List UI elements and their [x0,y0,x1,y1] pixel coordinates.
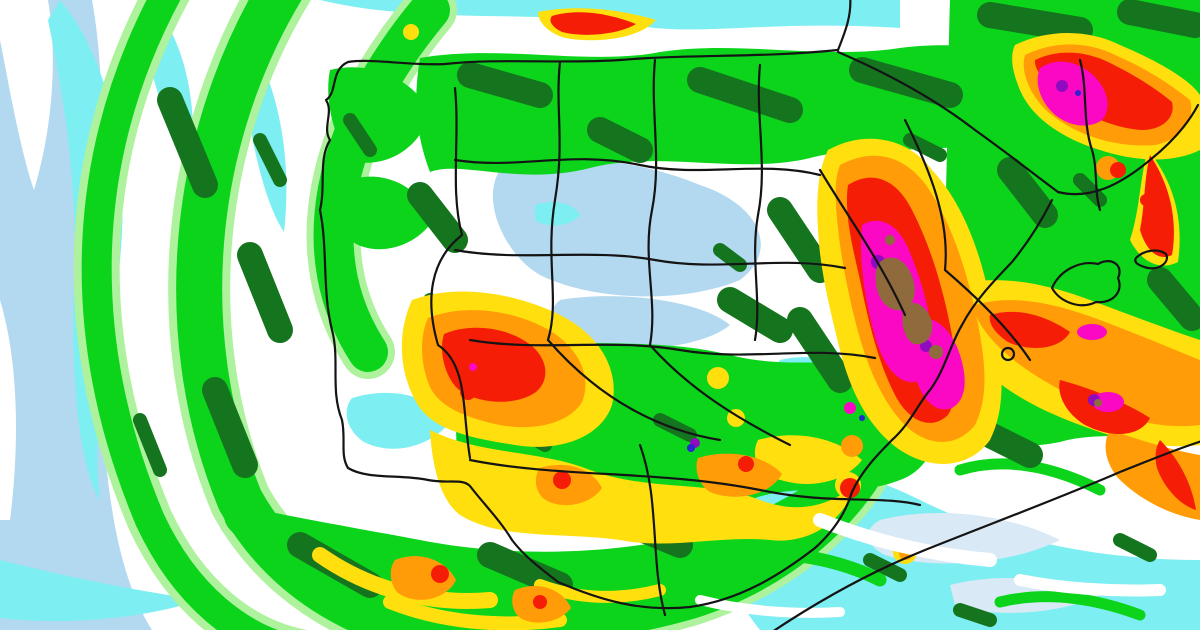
yellow-south-arc [430,430,855,544]
pyrenees-border [836,50,1060,194]
ibiza-outline [1000,346,1016,362]
blue-speck-1 [687,444,695,452]
red-dot-sw-3 [533,595,547,609]
province-border-5 [453,248,847,270]
magenta-balearic-1 [1077,324,1107,340]
layer-extreme-spots [687,90,1081,452]
red-dot-ne-2 [1140,194,1152,206]
spiral-arm-outer [81,0,279,630]
cyan-southwest-corner [0,560,200,621]
red-southwest-core [442,327,546,402]
yellow-link-band [754,435,862,484]
province-border-11 [638,443,667,617]
mallorca-outline [1050,260,1121,307]
dark-green-blobs-large [157,0,1200,598]
red-dot-sw-2 [431,565,449,583]
white-streak-topleft [0,0,53,190]
africa-coastline [773,440,1200,630]
sea-white-1 [813,513,997,567]
brown-cell-4 [885,235,895,245]
menorca-outline [1134,249,1168,270]
brown-cell-3 [929,345,943,359]
spiral-arm-inner [313,0,450,372]
brown-cell-balearic [1094,399,1102,407]
orange-south-blob-2 [696,453,782,497]
yellow-dot-1 [707,367,729,389]
france-border-detail [1078,58,1102,212]
spiral-arm-main [176,0,591,630]
red-east-edge-band [1140,155,1174,258]
purple-speck-pyrenees [1056,80,1068,92]
province-border-9 [648,343,792,447]
red-dot-ne-1 [1110,162,1126,178]
blue-speck-2 [1075,90,1081,96]
magenta-spot-south [844,402,856,414]
layer-boundaries [318,0,1200,630]
red-biscay-streak [550,12,636,35]
trace-central-patch-2 [551,296,730,349]
layer-torrential [875,235,1102,407]
province-border-8 [546,338,722,442]
red-dot-south-1 [553,471,571,489]
province-border-10 [468,458,922,507]
france-mediterranean-coast [1056,103,1200,196]
green-galicia-patch [328,67,430,163]
red-dot-south-2 [738,456,754,472]
province-border-3 [647,58,658,347]
red-dot-sea [840,478,860,498]
cyan-center-speck-1 [535,201,580,226]
province-border-1 [453,158,822,177]
red-dot-sw-1 [460,384,476,400]
province-border-12 [903,118,1032,362]
magenta-balearic-2 [1092,392,1124,412]
brown-cell-1 [875,257,915,311]
white-streak-left [0,300,16,520]
red-balearic-1 [989,311,1070,348]
magenta-pyrenees-core [1037,61,1108,126]
iberia-coastline [318,48,1054,610]
blue-speck-3 [859,415,865,421]
france-biscay-coast [836,0,852,52]
sea-streak-1 [693,546,887,587]
province-border-2 [546,60,562,342]
magenta-dot-sw [469,363,477,371]
yellow-dot-galicia [403,24,419,40]
orange-dot-link [841,435,863,457]
sea-white-2 [1014,574,1166,597]
layer-none-streaks [0,0,53,520]
red-corner-arc [1155,440,1196,510]
trace-central-patch [492,159,761,297]
brown-cell-2 [902,302,933,345]
province-border-4 [753,63,763,342]
sea-streak-3 [994,591,1146,621]
province-border-6 [468,338,877,360]
province-border-7 [818,168,907,317]
